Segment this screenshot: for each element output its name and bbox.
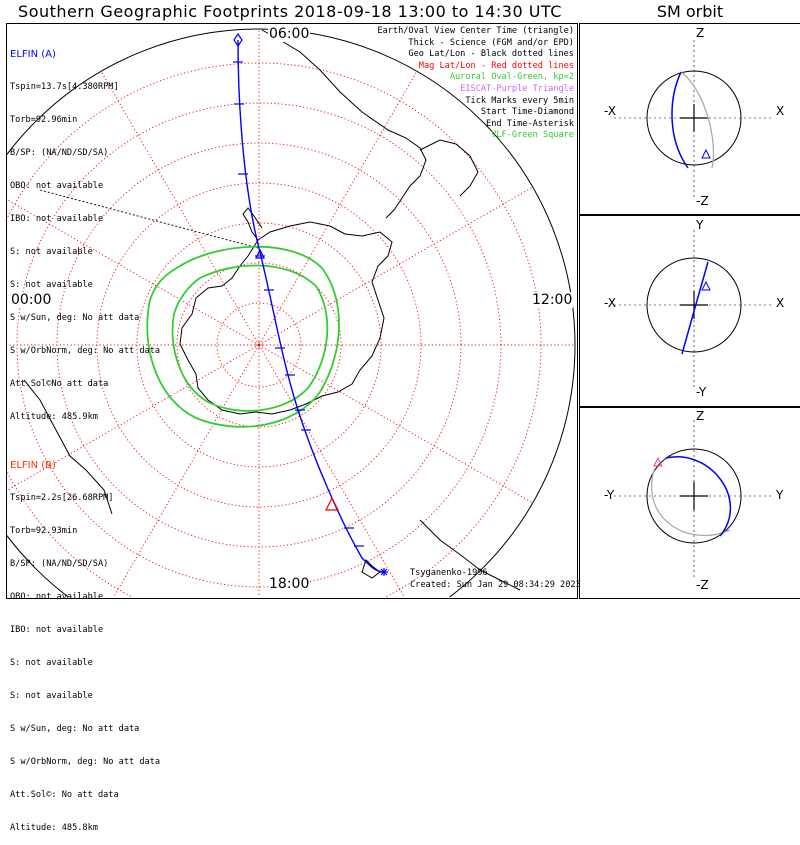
sm-yz-right-label: Y (776, 488, 784, 502)
elfin-a-line: Torb=92.96min (10, 115, 78, 125)
elfin-b-line: Torb=92.93min (10, 526, 78, 536)
geo-lon-line (39, 189, 259, 249)
legend-entry: EISCAT-Purple Triangle (460, 83, 574, 94)
hour-label-right: 12:00 (531, 292, 574, 308)
sm-xz-bottom-label: -Z (696, 194, 709, 208)
elfin-a-line: IBO: not available (10, 214, 104, 224)
south-america-west-coastline (419, 139, 479, 197)
elfin-a-info: ELFIN (A) Tspin=13.7s[4.380RPM] Torb=92.… (10, 27, 160, 434)
peninsula-coastline (242, 207, 263, 241)
elfin-a-line: S w/OrbNorm, deg: No att data (10, 346, 161, 356)
legend-entry: Tick Marks every 5min (465, 95, 574, 106)
elfin-b-line: S w/Sun, deg: No att data (10, 724, 140, 734)
legend-entry: End Time-Asterisk (486, 118, 574, 129)
sm-yz-bottom-label: -Z (696, 578, 709, 592)
legend-entry: Earth/Oval View Center Time (triangle) (377, 26, 574, 36)
created-timestamp: Created: Sun Jan 29 08:34:29 2023 (410, 580, 581, 590)
elfin-a-line: S: not available (10, 247, 93, 257)
legend-entry: Auroral Oval-Green, kp=2 (449, 72, 574, 83)
legend-entry: Start Time-Diamond (480, 107, 574, 118)
model-credit: Tsyganenko-1996 (410, 568, 488, 578)
plot-title: Southern Geographic Footprints 2018-09-1… (18, 2, 562, 21)
elfin-b-line: Tspin=2.2s[26.68RPM] (10, 493, 114, 503)
sm-yz-top-label: Z (696, 409, 705, 423)
elfin-b-line: B/SP: (NA/ND/SD/SA) (10, 559, 109, 569)
footprint-map-frame (6, 23, 578, 599)
elfin-a-line: S w/Sun, deg: No att data (10, 313, 140, 323)
elfin-b-name: ELFIN (B) (10, 460, 56, 471)
africa-coastline (419, 519, 521, 591)
sm-xy-right-label: X (776, 296, 785, 310)
elfin-b-line: S: not available (10, 658, 93, 668)
new-zealand-coastline (361, 559, 381, 579)
track-tick-marks (233, 61, 364, 547)
elfin-a-line: S: not available (10, 280, 93, 290)
elfin-a-line: Att.Sol©No att data (10, 379, 109, 389)
auroral-oval-outer (146, 245, 340, 428)
hour-label-top: 06:00 (268, 26, 311, 42)
hour-label-bottom: 18:00 (268, 576, 311, 592)
sm-panel-xy (614, 230, 774, 388)
mag-lon-grid (7, 29, 575, 597)
sm-panel-xy-frame (579, 215, 800, 407)
sm-panel-yz-frame (579, 407, 800, 599)
elfin-b-line: Att.Sol©: No att data (10, 790, 119, 800)
track-start-diamond (233, 32, 243, 48)
legend-entry: VLF-Green Square (491, 130, 574, 141)
sm-xy-left-label: -X (604, 296, 616, 310)
sm-yz-left-label: -Y (604, 488, 615, 502)
sm-xz-left-label: -X (604, 104, 616, 118)
mag-pole-marker (255, 341, 263, 349)
elfin-b-line: IBO: not available (10, 625, 104, 635)
auroral-oval-inner (171, 264, 329, 412)
footprint-map-svg (7, 28, 774, 597)
legend-entry: Geo Lat/Lon - Black dotted lines (408, 49, 574, 60)
elfin-a-name: ELFIN (A) (10, 49, 56, 60)
track-end-asterisk (380, 568, 388, 576)
sm-panel-yz (614, 420, 774, 580)
australia-coastline (23, 379, 113, 515)
elfin-b-info: ELFIN (B) Tspin=2.2s[26.68RPM] Torb=92.9… (10, 438, 160, 845)
elfin-b-line: OBO: not available (10, 592, 104, 602)
sm-xy-bottom-label: -Y (696, 385, 707, 399)
sm-panel-xz-frame (579, 23, 800, 215)
view-center-triangle-a (325, 496, 339, 511)
view-center-triangle-b (255, 248, 265, 259)
elfin-b-line: S w/OrbNorm, deg: No att data (10, 757, 161, 767)
elfin-a-line: B/SP: (NA/ND/SD/SA) (10, 148, 109, 158)
sm-xz-top-label: Z (696, 26, 705, 40)
horizon-circle (7, 28, 576, 597)
legend-entry: Mag Lat/Lon - Red dotted lines (418, 60, 574, 71)
elfin-a-track (237, 39, 385, 573)
sm-xy-top-label: Y (696, 218, 704, 232)
elfin-a-line: Altitude: 485.9km (10, 412, 98, 422)
elfin-b-line: S: not available (10, 691, 93, 701)
elfin-b-line: Altitude: 485.8km (10, 823, 98, 833)
sm-orbit-title: SM orbit (656, 2, 724, 21)
legend-entry: Thick - Science (FGM and/or EPD) (408, 37, 574, 48)
sm-xz-right-label: X (776, 104, 785, 118)
hour-label-left: 00:00 (10, 292, 53, 308)
sm-panel-xz (614, 40, 774, 198)
elfin-a-line: OBO: not available (10, 181, 104, 191)
legend: Earth/Oval View Center Time (triangle) T… (377, 26, 574, 142)
elfin-a-line: Tspin=13.7s[4.380RPM] (10, 82, 119, 92)
south-america-coastline (261, 29, 427, 219)
